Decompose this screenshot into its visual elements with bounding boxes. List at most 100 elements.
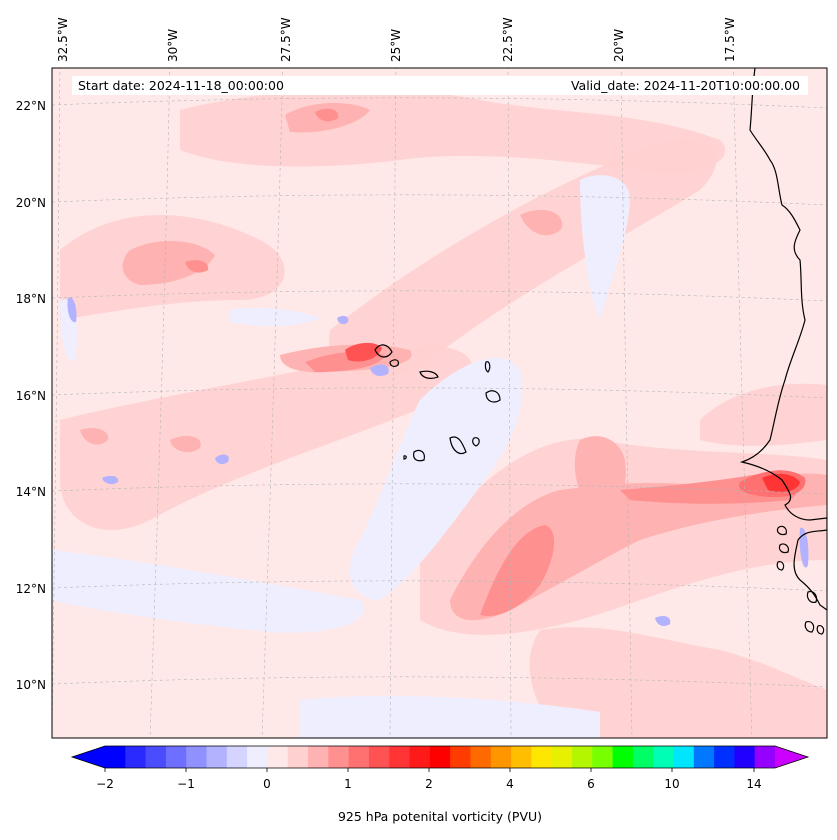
bijagos-island bbox=[776, 525, 787, 536]
cape-verde-island bbox=[485, 390, 501, 403]
pv-region-medium bbox=[80, 428, 109, 445]
bijagos-island bbox=[806, 591, 818, 603]
pv-region-light bbox=[60, 346, 473, 531]
colorbar-cell bbox=[632, 746, 654, 768]
pv-negative-region bbox=[230, 307, 320, 327]
vorticity-field bbox=[52, 89, 827, 738]
lon-label: 32.5°W bbox=[56, 17, 70, 62]
colorbar-tick-label: 0 bbox=[263, 777, 271, 791]
colorbar-cell bbox=[450, 746, 471, 768]
cape-verde-island bbox=[472, 437, 480, 447]
colorbar-cell bbox=[287, 746, 309, 768]
colorbar-cell bbox=[409, 746, 431, 768]
pv-core bbox=[762, 473, 800, 492]
colorbar-cell bbox=[693, 746, 715, 768]
colorbar-cell bbox=[531, 746, 553, 768]
colorbar-cell bbox=[186, 746, 207, 768]
colorbar-tick-label: 6 bbox=[587, 777, 595, 791]
lon-label: 20°W bbox=[612, 29, 626, 62]
colorbar-cell bbox=[247, 746, 268, 768]
lat-label: 16°N bbox=[16, 389, 46, 403]
colorbar-tick-label: −1 bbox=[177, 777, 195, 791]
colorbar-cell bbox=[673, 746, 695, 768]
colorbar-cell bbox=[125, 746, 146, 768]
coastline bbox=[374, 68, 827, 635]
bijagos-island bbox=[816, 625, 825, 635]
pv-region-light bbox=[700, 383, 827, 446]
valid-date-label: Valid_date: 2024-11-20T10:00:00.00 bbox=[571, 78, 800, 93]
lat-label: 12°N bbox=[16, 582, 46, 596]
colorbar-cell bbox=[734, 746, 756, 768]
colorbar-tick-label: 14 bbox=[746, 777, 761, 791]
colorbar-cell bbox=[389, 746, 410, 768]
colorbar-cell bbox=[165, 746, 187, 768]
cape-verde-island bbox=[389, 359, 400, 368]
colorbar-cell bbox=[267, 746, 289, 768]
pv-negative-speck bbox=[215, 454, 229, 465]
latitude-labels: 22°N 20°N 18°N 16°N 14°N 12°N 10°N bbox=[16, 99, 46, 692]
lon-label: 25°W bbox=[389, 29, 403, 62]
lat-label: 14°N bbox=[16, 485, 46, 499]
cape-verde-island bbox=[419, 370, 439, 379]
colorbar-cell bbox=[145, 746, 167, 768]
map-frame bbox=[51, 67, 828, 739]
lon-label: 27.5°W bbox=[279, 17, 293, 62]
colorbar-extend-low bbox=[72, 746, 105, 768]
colorbar-cell bbox=[653, 746, 674, 768]
pv-core bbox=[345, 342, 382, 362]
colorbar-cell bbox=[348, 746, 370, 768]
colorbar-tick-label: 10 bbox=[664, 777, 679, 791]
colorbar-cell bbox=[714, 746, 735, 768]
colorbar-tick-label: 1 bbox=[344, 777, 352, 791]
lat-label: 18°N bbox=[16, 292, 46, 306]
map-panel: Start date: 2024-11-18_00:00:00 Valid_da… bbox=[51, 67, 828, 739]
lon-label: 22.5°W bbox=[501, 17, 515, 62]
bijagos-island bbox=[804, 621, 815, 633]
colorbar-cell bbox=[308, 746, 329, 768]
colorbar-cell bbox=[226, 746, 248, 768]
lat-label: 22°N bbox=[16, 99, 46, 113]
pv-negative-speck bbox=[799, 527, 809, 568]
colorbar-cell bbox=[368, 746, 390, 768]
pv-region-light bbox=[529, 627, 827, 738]
bijagos-island bbox=[778, 543, 789, 554]
pv-region-medium bbox=[170, 435, 201, 453]
pv-negative-region bbox=[300, 695, 600, 738]
pv-region-medium bbox=[122, 240, 215, 285]
colorbar-cell bbox=[612, 746, 634, 768]
colorbar-cell bbox=[490, 746, 512, 768]
pv-region-strong bbox=[480, 525, 555, 616]
lat-label: 10°N bbox=[16, 678, 46, 692]
colorbar-cell bbox=[592, 746, 613, 768]
pv-region-medium bbox=[520, 209, 563, 236]
colorbar-tick-label: −2 bbox=[96, 777, 114, 791]
bijagos-island bbox=[776, 561, 785, 571]
pv-region-strong bbox=[185, 260, 209, 273]
colorbar-cell bbox=[105, 746, 126, 768]
lat-label: 20°N bbox=[16, 196, 46, 210]
colorbar: −2 −1 0 1 2 4 6 10 14 925 hPa potenital … bbox=[70, 745, 810, 824]
colorbar-tick-label: 2 bbox=[425, 777, 433, 791]
pv-region-strong bbox=[315, 108, 339, 122]
colorbar-cell bbox=[470, 746, 492, 768]
cape-verde-island bbox=[374, 344, 393, 358]
colorbar-cell bbox=[206, 746, 228, 768]
colorbar-tick-label: 4 bbox=[506, 777, 514, 791]
longitude-labels: 32.5°W 30°W 27.5°W 25°W 22.5°W 20°W 17.5… bbox=[56, 17, 737, 62]
pv-negative-speck bbox=[370, 364, 389, 376]
colorbar-ticks bbox=[104, 768, 755, 772]
africa-coastline bbox=[739, 68, 827, 611]
colorbar-cell bbox=[754, 746, 776, 768]
start-date-label: Start date: 2024-11-18_00:00:00 bbox=[78, 78, 284, 93]
colorbar-extend-high bbox=[775, 746, 808, 768]
pv-region-medium bbox=[450, 473, 827, 621]
colorbar-cell bbox=[551, 746, 573, 768]
colorbar-cell bbox=[571, 746, 593, 768]
pv-negative-speck bbox=[337, 315, 349, 325]
pv-negative-region bbox=[349, 357, 522, 600]
colorbar-title: 925 hPa potenital vorticity (PVU) bbox=[338, 809, 542, 824]
pv-negative-speck bbox=[102, 475, 119, 485]
lon-label: 30°W bbox=[166, 29, 180, 62]
cape-verde-island bbox=[403, 455, 407, 460]
